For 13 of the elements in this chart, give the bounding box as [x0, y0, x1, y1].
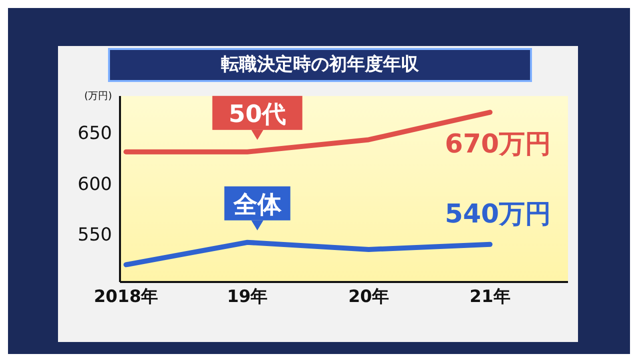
y-tick-label: 600: [78, 174, 112, 195]
data-label: 540万円: [444, 199, 552, 230]
series-label: 50代: [228, 100, 286, 128]
y-tick-label: 550: [78, 224, 112, 246]
x-tick-label: 2018年: [94, 287, 158, 308]
y-axis-title: (万円): [84, 91, 112, 102]
series-label: 全体: [232, 190, 282, 218]
x-tick-label: 21年: [470, 287, 510, 308]
x-tick-label: 20年: [348, 287, 390, 308]
data-label: 670万円: [444, 129, 552, 160]
chart-title: 転職決定時の初年度年収: [108, 48, 532, 82]
y-tick-label: 650: [78, 122, 112, 144]
x-tick-label: 19年: [226, 287, 268, 308]
